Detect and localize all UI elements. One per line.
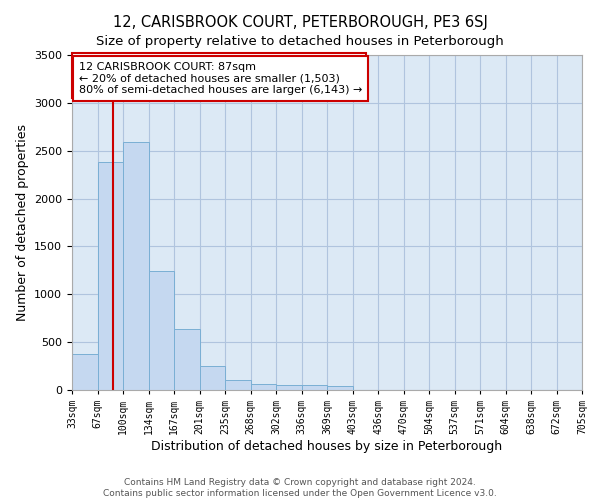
Bar (174, 328, 199, 390)
Bar (72, 354, 97, 390)
Bar (199, 366, 225, 390)
X-axis label: Distribution of detached houses by size in Peterborough: Distribution of detached houses by size … (151, 440, 503, 453)
Bar (327, 386, 353, 390)
Text: 12 CARISBROOK COURT: 87sqm
← 20% of detached houses are smaller (1,503)
80% of s: 12 CARISBROOK COURT: 87sqm ← 20% of deta… (79, 62, 362, 95)
Text: 12, CARISBROOK COURT, PETERBOROUGH, PE3 6SJ: 12, CARISBROOK COURT, PETERBOROUGH, PE3 … (113, 15, 487, 30)
Text: Contains HM Land Registry data © Crown copyright and database right 2024.
Contai: Contains HM Land Registry data © Crown c… (103, 478, 497, 498)
Bar (123, 142, 149, 390)
Bar (276, 384, 302, 390)
Y-axis label: Number of detached properties: Number of detached properties (16, 124, 29, 321)
Bar (97, 162, 123, 390)
Text: Size of property relative to detached houses in Peterborough: Size of property relative to detached ho… (96, 35, 504, 48)
Bar (149, 272, 174, 390)
Bar (302, 385, 327, 390)
Bar (251, 384, 276, 390)
Bar (225, 380, 251, 390)
Text: 12 CARISBROOK COURT: 87sqm
← 20% of detached houses are smaller (1,503)
80% of s: 12 CARISBROOK COURT: 87sqm ← 20% of deta… (77, 59, 361, 92)
